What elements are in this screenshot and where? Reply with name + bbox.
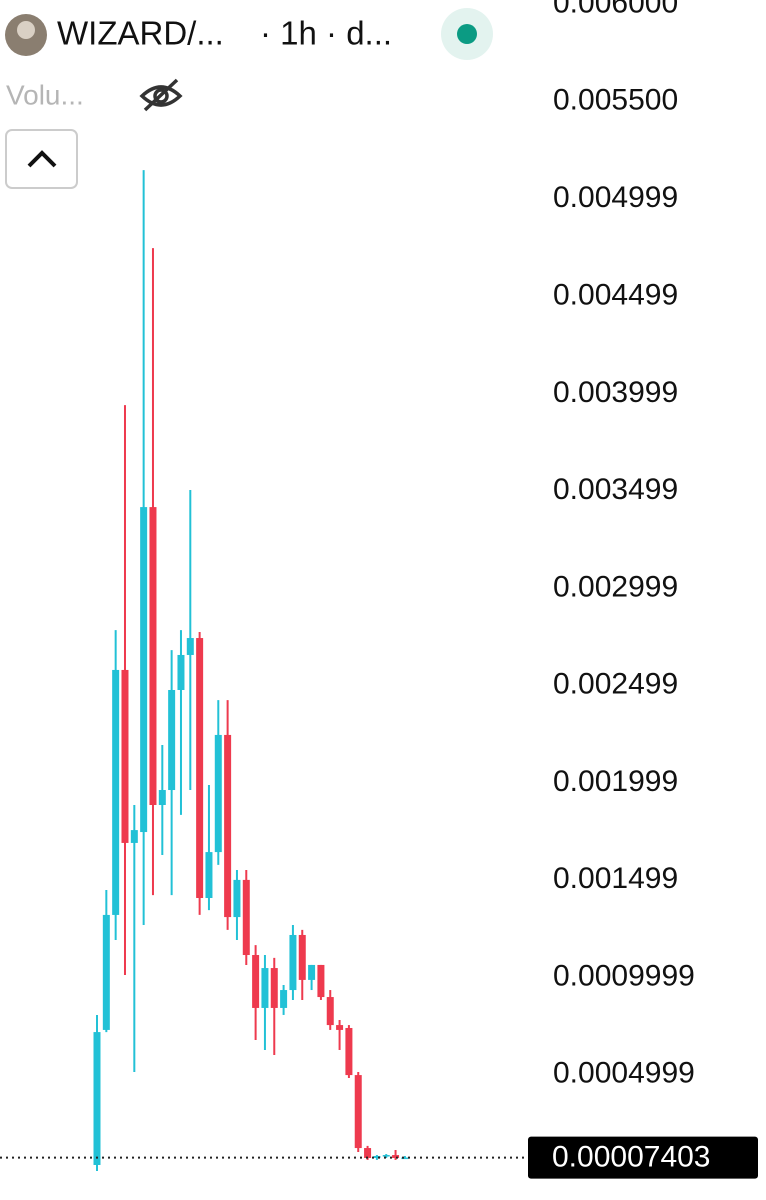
- y-tick-label: 0.006000: [553, 0, 678, 19]
- candle-body: [196, 638, 204, 899]
- y-tick-label: 0.003499: [553, 473, 678, 506]
- candle-body: [149, 507, 157, 805]
- last-price-label: 0.00007403: [552, 1140, 711, 1173]
- candle-body: [280, 990, 288, 1008]
- candle-body: [345, 1027, 353, 1076]
- chevron-up: [27, 150, 57, 168]
- y-tick-label: 0.003999: [553, 376, 678, 409]
- y-tick-label: 0.002999: [553, 570, 678, 603]
- candle-body: [158, 790, 166, 805]
- hide-icon[interactable]: [139, 78, 183, 112]
- candle-body: [317, 964, 325, 998]
- y-tick-label: 0.004499: [553, 278, 678, 311]
- candle-body: [289, 934, 297, 991]
- candle-body: [186, 638, 194, 655]
- y-tick-label: 0.001499: [553, 862, 678, 895]
- candle-body: [336, 1025, 344, 1030]
- candle-body: [392, 1155, 400, 1158]
- interval[interactable]: · 1h · d...: [260, 15, 392, 52]
- candle-body: [121, 669, 129, 843]
- candle-body: [326, 997, 334, 1026]
- y-tick-label: 0.005500: [553, 84, 678, 117]
- y-tick-label: 0.002499: [553, 668, 678, 701]
- candle-body: [130, 830, 138, 843]
- candle-body: [373, 1156, 381, 1158]
- candle-body: [93, 1032, 101, 1165]
- candle-body: [112, 669, 120, 915]
- collapse-button[interactable]: [5, 129, 78, 189]
- y-tick-label: 0.0004999: [553, 1057, 695, 1090]
- status-dot: [457, 24, 477, 44]
- candle-body: [214, 734, 222, 853]
- indicator-label[interactable]: Volu...: [6, 79, 84, 110]
- candle-body: [401, 1157, 409, 1160]
- candle-body: [102, 914, 110, 1030]
- candle-body: [308, 964, 316, 980]
- candle-body: [242, 879, 250, 956]
- symbol[interactable]: WIZARD/...: [57, 15, 224, 52]
- candle-body: [382, 1155, 390, 1157]
- candle-body: [252, 955, 260, 1008]
- candle-body: [205, 852, 213, 899]
- candle-body: [364, 1148, 372, 1158]
- candle-body: [168, 689, 176, 791]
- candle-body: [270, 968, 278, 1008]
- candle-body: [354, 1075, 362, 1149]
- header: WIZARD/... · 1h · d... Volu...: [5, 8, 493, 189]
- candle-body: [177, 654, 185, 690]
- candle-body: [224, 734, 232, 918]
- candle-body: [140, 507, 148, 833]
- candle-body: [298, 934, 306, 980]
- candle-body: [233, 879, 241, 918]
- y-tick-label: 0.0009999: [553, 959, 695, 992]
- avatar-detail: [17, 21, 35, 39]
- y-tick-label: 0.001999: [553, 765, 678, 798]
- candle-body: [261, 968, 269, 1008]
- y-tick-label: 0.004999: [553, 181, 678, 214]
- last-price-box: [528, 1136, 758, 1179]
